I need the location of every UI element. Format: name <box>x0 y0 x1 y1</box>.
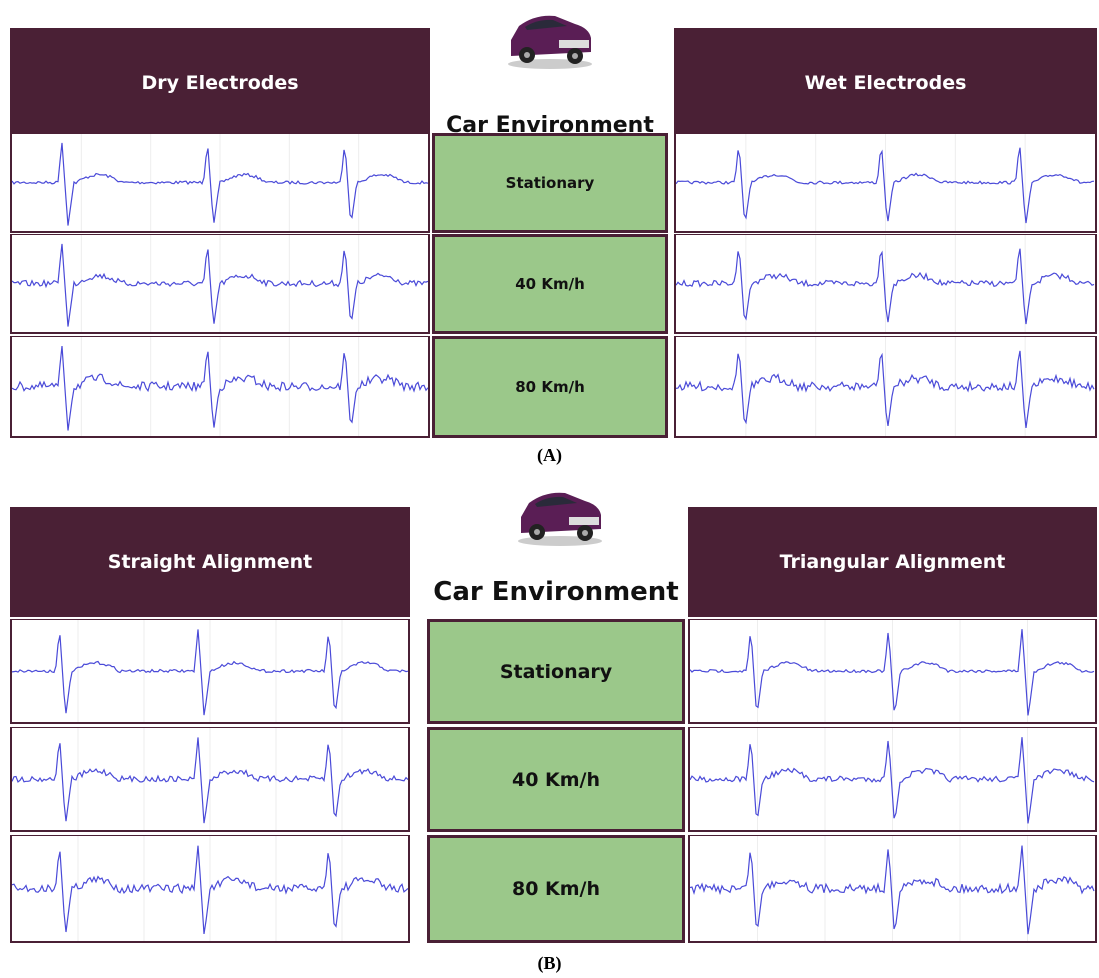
right-header: Wet Electrodes <box>674 28 1097 133</box>
trace-box <box>688 727 1097 832</box>
trace-box <box>10 727 410 832</box>
condition-label: 40 Km/h <box>432 234 668 334</box>
ecg-trace <box>676 235 1095 332</box>
car-icon <box>515 477 605 547</box>
trace-box <box>10 619 410 724</box>
ecg-line <box>12 737 408 824</box>
ecg-trace <box>690 620 1095 722</box>
trace-box <box>674 133 1097 233</box>
ecg-trace <box>676 134 1095 231</box>
trace-box <box>10 835 410 943</box>
ecg-trace <box>690 728 1095 830</box>
right-header: Triangular Alignment <box>688 507 1097 617</box>
ecg-line <box>12 346 428 431</box>
ecg-trace <box>12 337 428 436</box>
condition-label: Stationary <box>427 619 685 724</box>
ecg-trace <box>690 836 1095 941</box>
ecg-line <box>12 243 428 327</box>
left-header: Straight Alignment <box>10 507 410 617</box>
ecg-trace <box>12 728 408 830</box>
ecg-line <box>690 845 1095 935</box>
ecg-trace <box>12 134 428 231</box>
ecg-line <box>676 248 1095 325</box>
panel-caption: (A) <box>537 445 562 465</box>
condition-label: 80 Km/h <box>432 336 668 438</box>
condition-label: Stationary <box>432 133 668 233</box>
ecg-line <box>690 629 1095 716</box>
ecg-trace <box>12 836 408 941</box>
ecg-trace <box>12 235 428 332</box>
trace-box <box>688 619 1097 724</box>
ecg-line <box>12 845 408 934</box>
condition-label: 40 Km/h <box>427 727 685 832</box>
condition-label: 80 Km/h <box>427 835 685 943</box>
panel-caption: (B) <box>537 953 562 973</box>
ecg-line <box>12 629 408 716</box>
ecg-line <box>690 737 1095 824</box>
trace-box <box>674 336 1097 438</box>
ecg-line <box>12 142 428 226</box>
car-icon <box>505 0 595 70</box>
ecg-line <box>676 147 1095 224</box>
left-header: Dry Electrodes <box>10 28 430 133</box>
ecg-trace <box>676 337 1095 436</box>
trace-box <box>10 133 430 233</box>
trace-box <box>674 234 1097 334</box>
center-title: Car Environment <box>433 577 679 607</box>
ecg-line <box>676 350 1095 428</box>
trace-box <box>10 336 430 438</box>
trace-box <box>688 835 1097 943</box>
trace-box <box>10 234 430 334</box>
ecg-trace <box>12 620 408 722</box>
